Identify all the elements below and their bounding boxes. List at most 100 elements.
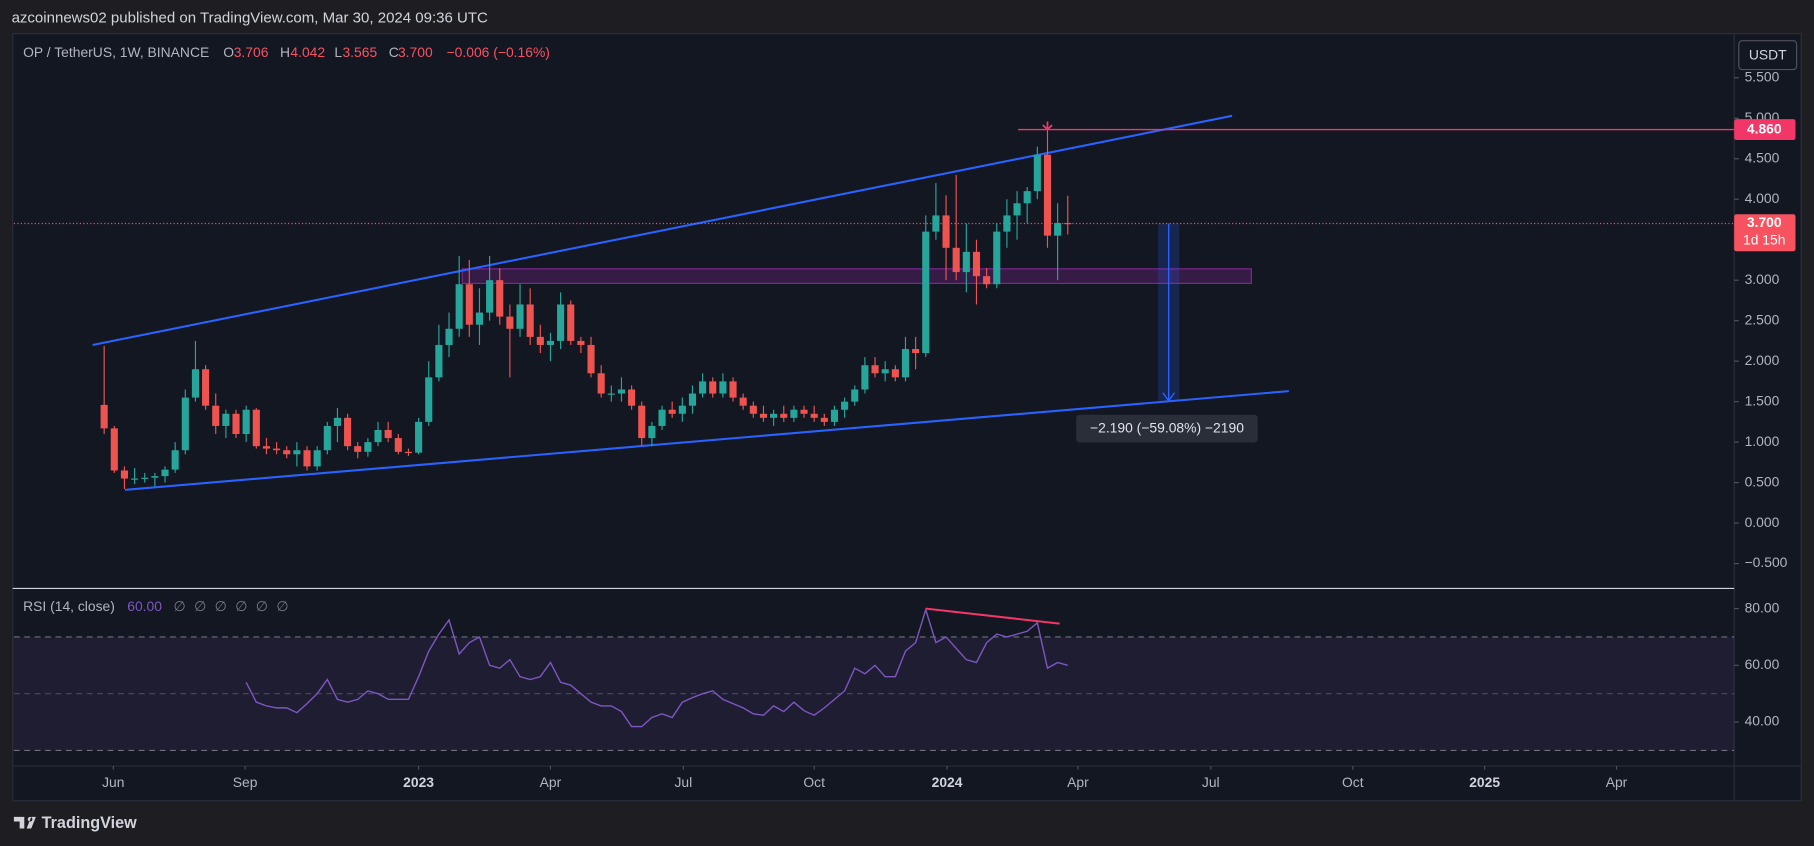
y-tick-label: −0.500 (1745, 554, 1788, 570)
candle-body (475, 312, 484, 325)
trend-line (92, 114, 1233, 346)
legend-l: L (334, 44, 342, 60)
candle-body (922, 231, 930, 354)
candle-body (425, 377, 433, 422)
candle-body (384, 429, 392, 439)
candle-body (932, 215, 940, 232)
candle-body (1013, 203, 1021, 216)
zone (461, 268, 1252, 285)
candle-body (1003, 215, 1011, 232)
x-tick-label: Sep (233, 774, 258, 790)
rsi-y-tick-label: 40.00 (1745, 713, 1780, 729)
candle-body (881, 369, 889, 374)
candle-body (435, 344, 443, 378)
candle-body (1023, 191, 1031, 204)
brand: TradingView (13, 814, 137, 832)
candle-body (415, 421, 423, 453)
candle-body (506, 316, 514, 329)
candle-body (344, 417, 352, 447)
candle-body (252, 409, 260, 447)
rsi-title: RSI (14, close) (23, 598, 115, 614)
candle-body (901, 349, 910, 378)
resistance-price-label: 4.860 (1747, 120, 1782, 136)
candle-body (780, 413, 788, 418)
candle-body (1033, 154, 1041, 192)
rsi-inputs: ∅ ∅ ∅ ∅ ∅ ∅ (174, 598, 291, 614)
candle-body (546, 340, 555, 345)
candle-body (800, 409, 808, 414)
last-price-label: 3.700 (1747, 214, 1782, 230)
candle-body (293, 450, 301, 455)
candle-body (526, 304, 534, 337)
candle-body (952, 247, 960, 273)
y-tick-label: 1.000 (1745, 433, 1780, 449)
candle-body (820, 417, 828, 422)
candle-body (962, 251, 970, 273)
candle-body (313, 450, 321, 467)
y-tick-label: 2.000 (1745, 352, 1780, 368)
measure-box (1076, 414, 1258, 443)
candle-body (678, 405, 686, 414)
candle-body (861, 365, 869, 390)
candle-body (303, 450, 311, 467)
candle-body (151, 476, 159, 478)
legend-c: C (389, 44, 399, 60)
candle-body (658, 409, 666, 426)
candle-body (607, 393, 615, 395)
candle-body (587, 344, 595, 374)
candle-body (628, 389, 636, 406)
x-tick-label: Apr (1606, 774, 1628, 790)
candle-body (770, 413, 778, 418)
candle-body (323, 425, 331, 451)
candle-body (668, 409, 676, 414)
x-tick-label: Jul (674, 774, 692, 790)
candle-body (993, 231, 1001, 285)
candle-body (810, 413, 818, 418)
legend-low: 3.565 (342, 44, 377, 60)
currency-button[interactable] (1738, 40, 1798, 71)
candle-body (445, 328, 453, 345)
candle-body (374, 429, 382, 443)
candle-body (830, 409, 839, 422)
legend-symbol: OP / TetherUS, 1W, BINANCE (23, 44, 209, 60)
candle-body (912, 349, 920, 354)
y-tick-label: 0.000 (1745, 514, 1780, 530)
legend-high: 4.042 (290, 44, 325, 60)
candle-body (232, 413, 240, 435)
candle-body (1064, 223, 1072, 225)
candle-body (699, 381, 707, 394)
x-tick-label: 2025 (1469, 774, 1500, 790)
candle-body (242, 409, 250, 435)
rsi-y-tick-label: 80.00 (1745, 599, 1780, 615)
candle-body (171, 450, 179, 470)
candle-body (729, 381, 737, 398)
rsi-line (245, 607, 1068, 728)
candle-body (851, 389, 859, 402)
legend-open: 3.706 (234, 44, 269, 60)
currency[interactable]: USDT (1749, 46, 1787, 62)
brand-logo (13, 816, 36, 829)
legend-change: −0.006 (−0.16%) (447, 44, 550, 60)
candle-body (191, 369, 199, 398)
candle-body (983, 276, 991, 285)
candle-body (1043, 154, 1052, 236)
x-tick-label: Jul (1202, 774, 1220, 790)
candle-body (333, 417, 342, 426)
candle-body (567, 304, 575, 341)
last-price-box (1734, 214, 1796, 252)
divergence-line (925, 607, 1060, 625)
candle-body (120, 470, 128, 479)
y-tick-label: 3.000 (1745, 271, 1780, 287)
x-tick-label: 2023 (403, 774, 434, 790)
countdown: 1d 15h (1743, 232, 1785, 248)
x-tick-label: Oct (803, 774, 825, 790)
candle-body (790, 409, 798, 418)
published: azcoinnews02 published on TradingView.co… (12, 10, 488, 27)
legend-o: O (223, 44, 234, 60)
y-tick-label: 0.500 (1745, 473, 1780, 489)
resistance-price-box (1734, 119, 1796, 141)
candle-body (516, 304, 524, 329)
resistance-arrow (1042, 121, 1053, 131)
candle-body (131, 478, 139, 480)
